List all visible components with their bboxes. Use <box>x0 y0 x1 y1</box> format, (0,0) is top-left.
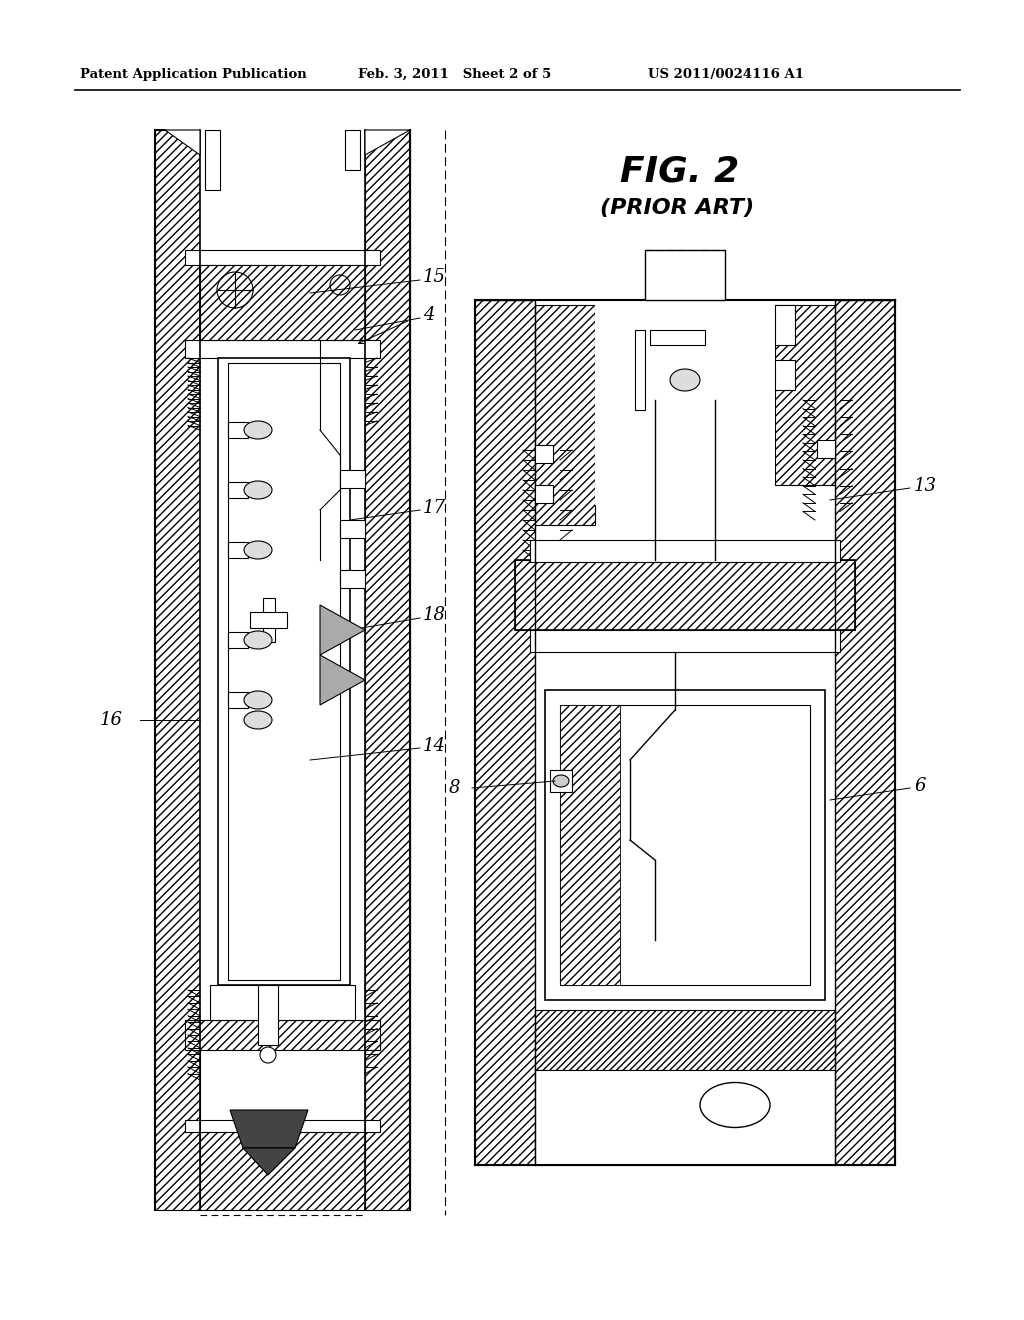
Ellipse shape <box>244 480 272 499</box>
Polygon shape <box>365 129 410 154</box>
Bar <box>835 300 895 1166</box>
Bar <box>475 300 535 1166</box>
Bar <box>208 271 357 335</box>
Bar <box>200 129 365 1210</box>
Bar <box>530 540 840 562</box>
Text: 6: 6 <box>914 777 926 795</box>
Text: 18: 18 <box>423 606 446 624</box>
Bar <box>205 129 220 190</box>
Text: 17: 17 <box>423 499 446 517</box>
Bar <box>775 305 795 345</box>
Bar <box>200 265 365 341</box>
Bar <box>550 770 572 792</box>
Polygon shape <box>230 1110 308 1148</box>
Ellipse shape <box>700 1082 770 1127</box>
Bar <box>210 985 355 1020</box>
Polygon shape <box>319 605 365 655</box>
Bar <box>535 484 553 503</box>
Bar <box>263 598 275 642</box>
Text: Feb. 3, 2011   Sheet 2 of 5: Feb. 3, 2011 Sheet 2 of 5 <box>358 69 551 81</box>
Bar <box>515 560 855 630</box>
Ellipse shape <box>670 370 700 391</box>
Bar <box>535 305 595 525</box>
Bar <box>775 360 795 389</box>
Bar <box>228 543 248 558</box>
Ellipse shape <box>244 421 272 440</box>
Bar <box>200 265 365 341</box>
Bar <box>595 305 775 506</box>
Bar <box>185 1020 380 1049</box>
Polygon shape <box>319 655 365 705</box>
Bar <box>365 129 410 1210</box>
Bar <box>185 341 380 358</box>
Bar <box>535 300 835 1166</box>
Bar <box>228 363 340 979</box>
Ellipse shape <box>244 711 272 729</box>
Bar <box>228 692 248 708</box>
Bar <box>535 445 553 463</box>
Bar <box>340 520 365 539</box>
Text: 15: 15 <box>423 268 446 286</box>
Text: US 2011/0024116 A1: US 2011/0024116 A1 <box>648 69 804 81</box>
Bar <box>560 705 810 985</box>
Bar <box>817 440 835 458</box>
Bar <box>250 612 287 628</box>
Bar <box>340 470 365 488</box>
Bar <box>535 1010 835 1071</box>
Bar <box>535 1071 835 1166</box>
Bar <box>228 422 248 438</box>
Text: Patent Application Publication: Patent Application Publication <box>80 69 307 81</box>
Text: FIG. 2: FIG. 2 <box>620 154 739 189</box>
Text: 8: 8 <box>449 779 460 797</box>
Text: 16: 16 <box>100 711 123 729</box>
Bar <box>545 690 825 1001</box>
Text: (PRIOR ART): (PRIOR ART) <box>600 198 754 218</box>
Polygon shape <box>243 1148 295 1175</box>
Bar <box>185 249 380 265</box>
Bar <box>218 358 350 985</box>
Ellipse shape <box>244 690 272 709</box>
Bar <box>155 129 200 1210</box>
Bar <box>228 482 248 498</box>
Bar <box>650 330 705 345</box>
Bar <box>515 560 855 630</box>
Bar <box>775 305 835 484</box>
Bar <box>200 1130 365 1210</box>
Bar <box>645 249 725 300</box>
Text: 4: 4 <box>423 306 434 323</box>
Bar <box>228 632 248 648</box>
Bar <box>635 330 645 411</box>
Polygon shape <box>155 129 200 154</box>
Bar <box>345 129 360 170</box>
Text: 14: 14 <box>423 737 446 755</box>
Ellipse shape <box>244 631 272 649</box>
Bar <box>185 1119 380 1133</box>
Ellipse shape <box>244 541 272 558</box>
Bar <box>258 985 278 1045</box>
Ellipse shape <box>553 775 569 787</box>
Bar <box>340 570 365 587</box>
Text: 13: 13 <box>914 477 937 495</box>
Bar <box>530 630 840 652</box>
Circle shape <box>260 1047 276 1063</box>
Bar <box>560 705 620 985</box>
